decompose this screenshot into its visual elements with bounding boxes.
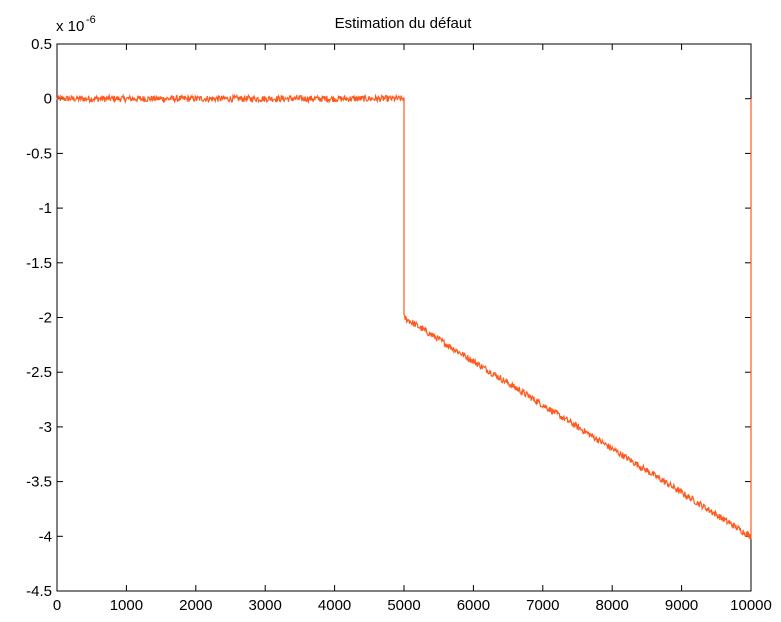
x-tick-label: 8000 [596, 597, 629, 614]
x-tick-label: 0 [53, 597, 61, 614]
x-tick-label: 7000 [526, 597, 559, 614]
x-tick-label: 6000 [457, 597, 490, 614]
x-tick-label: 3000 [249, 597, 282, 614]
x-tick-label: 1000 [110, 597, 143, 614]
exponent-base: x 10 [56, 18, 84, 35]
y-tick-label: -4.5 [26, 583, 52, 600]
y-tick-label: -1.5 [26, 255, 52, 272]
x-tick-label: 5000 [387, 597, 420, 614]
y-tick-label: -0.5 [26, 145, 52, 162]
y-tick-label: -2.5 [26, 364, 52, 381]
chart-title: Estimation du défaut [335, 15, 473, 32]
y-tick-label: -3 [39, 419, 52, 436]
y-tick-label: -4 [39, 528, 52, 545]
y-tick-label: 0.5 [31, 36, 52, 53]
x-tick-label: 10000 [730, 597, 772, 614]
y-tick-label: -1 [39, 200, 52, 217]
exponent-power: -6 [86, 14, 96, 26]
x-tick-label: 4000 [318, 597, 351, 614]
y-tick-label: 0 [44, 91, 52, 108]
x-tick-label: 2000 [179, 597, 212, 614]
series-group [56, 93, 752, 540]
series-line [56, 93, 752, 540]
axis-exponent: x 10 -6 [56, 14, 96, 35]
x-tick-label: 9000 [665, 597, 698, 614]
y-tick-label: -3.5 [26, 474, 52, 491]
ticks: 0 1000 2000 3000 4000 5000 6000 7000 8000 9000 100… [26, 36, 772, 614]
y-tick-label: -2 [39, 310, 52, 327]
